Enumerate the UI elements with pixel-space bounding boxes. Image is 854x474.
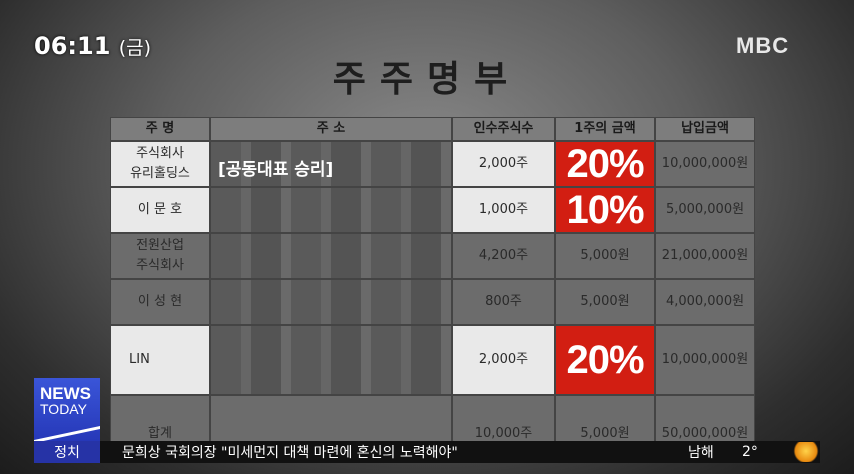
row-name: 이 문 호 — [110, 187, 210, 233]
channel-logo: MBC — [736, 33, 790, 58]
document-title: 주주명부 — [332, 59, 522, 100]
weather-temperature: 2° — [742, 444, 758, 460]
header-name: 주 명 — [110, 117, 210, 141]
row-percent-highlight: 20% — [555, 325, 655, 395]
weather-city: 남해 — [688, 445, 714, 461]
row-amount: 5,000원 — [555, 233, 655, 279]
header-amount: 1주의 금액 — [555, 117, 655, 141]
blurred-address — [210, 325, 452, 395]
row-paid: 10,000,000원 — [655, 141, 755, 187]
news-today-logo: NEWS TODAY — [34, 378, 100, 444]
row-percent-highlight: 10% — [555, 187, 655, 233]
total-shares: 10,000주 — [452, 395, 555, 445]
row-amount: 5,000원 — [555, 279, 655, 325]
row-percent-highlight: 20% — [555, 141, 655, 187]
row-paid: 10,000,000원 — [655, 325, 755, 395]
total-amount: 5,000원 — [555, 395, 655, 445]
header-address: 주 소 — [210, 117, 452, 141]
row-name: 주식회사 유리홀딩스 — [110, 141, 210, 187]
blurred-address — [210, 187, 452, 233]
total-paid: 50,000,000원 — [655, 395, 755, 445]
total-label: 합계 — [110, 395, 210, 445]
row-paid: 4,000,000원 — [655, 279, 755, 325]
row-shares: 1,000주 — [452, 187, 555, 233]
news-ticker: 정치 문희상 국회의장 "미세먼지 대책 마련에 혼신의 노력해야" 남해 2° — [34, 441, 820, 463]
row-shares: 2,000주 — [452, 325, 555, 395]
blurred-address — [210, 141, 452, 187]
row-shares: 800주 — [452, 279, 555, 325]
row-shares: 4,200주 — [452, 233, 555, 279]
row-name: LIN — [110, 325, 210, 395]
clock: 06:11 (금) — [34, 32, 152, 60]
blurred-address — [210, 233, 452, 279]
header-shares: 인수주식수 — [452, 117, 555, 141]
total-address — [210, 395, 452, 445]
header-paid: 납입금액 — [655, 117, 755, 141]
sunny-icon — [792, 442, 820, 462]
row-name: 전원산업 주식회사 — [110, 233, 210, 279]
blurred-address — [210, 279, 452, 325]
row-shares: 2,000주 — [452, 141, 555, 187]
row-paid: 21,000,000원 — [655, 233, 755, 279]
ticker-category: 정치 — [34, 441, 100, 463]
caption: [공동대표 승리] — [218, 160, 334, 180]
row-paid: 5,000,000원 — [655, 187, 755, 233]
ticker-headline: 문희상 국회의장 "미세먼지 대책 마련에 혼신의 노력해야" — [122, 445, 458, 461]
row-name: 이 성 현 — [110, 279, 210, 325]
